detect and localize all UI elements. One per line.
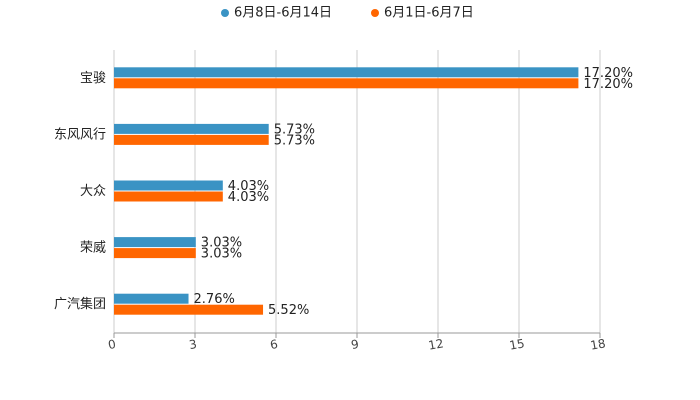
y-tick-label: 荣威 <box>80 241 106 256</box>
legend-marker <box>371 9 379 17</box>
bar <box>114 248 196 259</box>
legend-label: 6月8日-6月14日 <box>234 6 332 21</box>
y-tick-label: 广汽集团 <box>54 296 106 312</box>
value-label: 3.03% <box>201 247 242 262</box>
value-label: 5.73% <box>274 133 315 148</box>
value-label: 3.03% <box>201 236 242 251</box>
value-label: 5.52% <box>268 303 309 318</box>
bar <box>114 78 579 89</box>
y-tick-label: 东风风行 <box>54 127 106 142</box>
x-tick-label: 9 <box>350 337 360 352</box>
bar <box>114 304 264 315</box>
value-label: 17.20% <box>583 77 633 92</box>
x-tick-label: 15 <box>508 336 525 352</box>
x-tick-label: 12 <box>427 336 444 352</box>
bar <box>114 191 223 202</box>
x-tick-label: 0 <box>107 337 117 352</box>
legend-label: 6月1日-6月7日 <box>384 6 474 21</box>
value-label: 4.03% <box>228 190 269 205</box>
bar <box>114 67 579 78</box>
legend-marker <box>221 9 229 17</box>
bar <box>114 293 189 304</box>
bar <box>114 237 196 248</box>
x-tick-label: 18 <box>589 336 606 352</box>
bar <box>114 134 269 145</box>
value-label: 5.73% <box>274 122 315 137</box>
bar <box>114 123 269 134</box>
value-label: 2.76% <box>194 292 235 307</box>
y-tick-label: 宝骏 <box>80 71 106 86</box>
y-tick-label: 大众 <box>80 184 106 199</box>
x-tick-label: 3 <box>188 337 198 352</box>
x-tick-label: 6 <box>269 337 279 352</box>
value-label: 17.20% <box>583 66 633 81</box>
value-label: 4.03% <box>228 179 269 194</box>
bar <box>114 180 223 191</box>
